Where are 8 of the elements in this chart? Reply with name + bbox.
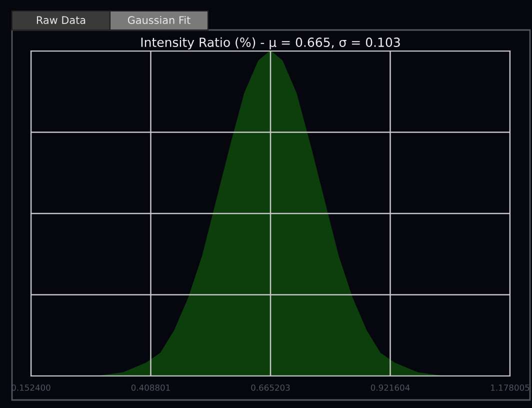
x-tick-label: 0.665203: [251, 384, 290, 391]
text: Raw Data: [36, 16, 86, 24]
text: Gaussian Fit: [128, 16, 190, 24]
x-tick-label: 1.178005: [491, 384, 530, 391]
x-tick-label: 0.152400: [12, 384, 50, 391]
x-tick-label: 0.921604: [370, 384, 410, 391]
x-tick-label: 0.408801: [131, 384, 170, 391]
chart-title: Intensity Ratio (%) - μ = 0.665, σ = 0.103: [141, 37, 400, 50]
